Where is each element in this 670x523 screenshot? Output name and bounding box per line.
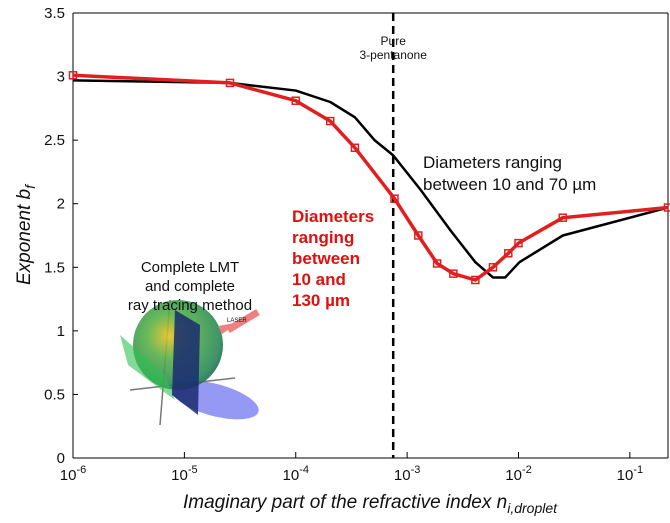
y-tick-label: 2.5 [44,132,65,149]
x-tick-base: 10 [394,467,411,484]
x-tick-base: 10 [505,467,522,484]
y-tick-label: 1 [57,323,65,340]
x-tick-exponent: -1 [633,464,643,476]
y-tick-label: 3 [57,69,65,86]
x-tick-label: 10-6 [60,464,86,484]
y-tick-label: 0.5 [44,386,65,403]
x-tick-label: 10-2 [505,464,531,484]
x-tick-exponent: -6 [76,464,86,476]
annotation: LASER [227,318,247,324]
reference-label: Pure [381,34,407,48]
x-tick-base: 10 [171,467,188,484]
chart: Imaginary part of the refractive index n… [0,0,670,523]
x-tick-exponent: -3 [411,464,421,476]
x-tick-base: 10 [60,467,77,484]
x-tick-exponent: -5 [188,464,198,476]
x-tick-label: 10-4 [283,464,309,484]
y-axis-title: Exponent bf [14,183,38,285]
x-tick-base: 10 [617,467,634,484]
y-tick-label: 2 [57,196,65,213]
x-tick-label: 10-1 [617,464,643,484]
x-tick-exponent: -2 [522,464,532,476]
x-axis-title: Imaginary part of the refractive index n… [183,492,558,516]
reference-label: 3-pentanone [360,48,428,62]
x-tick-label: 10-5 [171,464,197,484]
y-tick-label: 0 [57,450,65,467]
y-tick-label: 3.5 [44,5,65,22]
y-tick-label: 1.5 [44,259,65,276]
x-tick-label: 10-3 [394,464,420,484]
x-tick-exponent: -4 [299,464,309,476]
x-tick-base: 10 [283,467,300,484]
